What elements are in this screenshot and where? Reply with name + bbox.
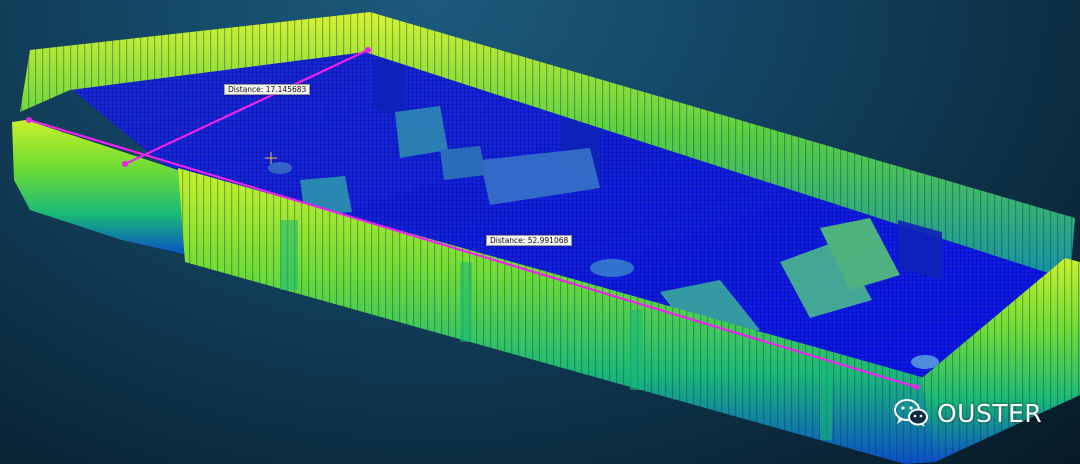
brand-name: OUSTER [937,399,1042,428]
measure-endpoint[interactable] [122,161,128,167]
measure-endpoint[interactable] [365,47,371,53]
back-doorway-1 [372,58,405,118]
wechat-icon [893,398,929,428]
measurement-label-long: Distance: 52.991068 [486,235,572,246]
measure-endpoint[interactable] [913,384,919,390]
measurement-label-short: Distance: 17.145683 [224,84,310,95]
measure-endpoint[interactable] [26,117,32,123]
brand-watermark: OUSTER [893,398,1042,428]
